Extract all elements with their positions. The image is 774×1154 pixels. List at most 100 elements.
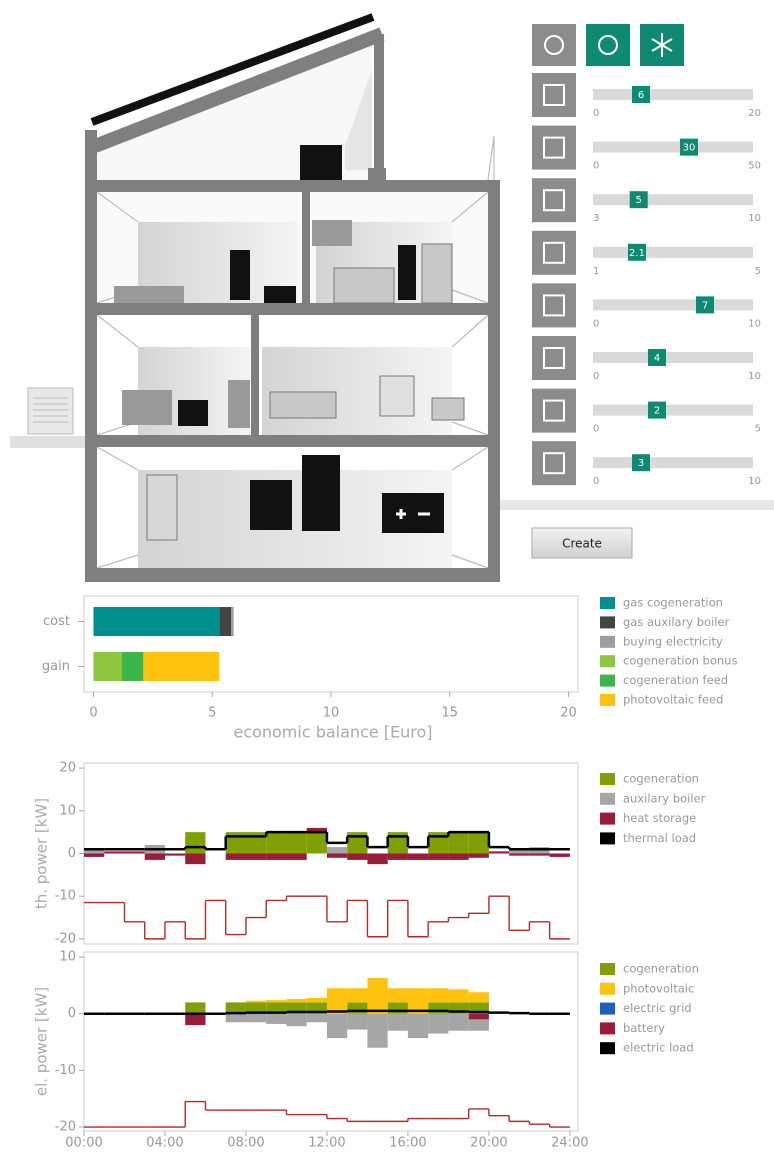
- x-tick-label: 16:00: [389, 1136, 426, 1151]
- y-tick-label: 0: [68, 846, 76, 861]
- legend-label: gas cogeneration: [623, 596, 723, 610]
- x-tick-label: 00:00: [65, 1136, 102, 1151]
- bar: [286, 832, 307, 854]
- slider-min: 1: [593, 266, 599, 277]
- slider-icon: [532, 336, 576, 380]
- legend-swatch: [600, 1042, 615, 1055]
- bar: [367, 853, 388, 865]
- bar: [286, 999, 307, 1003]
- slider-handle[interactable]: [628, 243, 646, 261]
- bar-segment: [93, 652, 122, 681]
- slider-value: 2: [654, 406, 660, 417]
- bar: [448, 1013, 469, 1031]
- slider-handle[interactable]: [696, 296, 714, 314]
- bar: [428, 1002, 449, 1014]
- slider-track[interactable]: [593, 299, 753, 311]
- slider-track[interactable]: [593, 457, 753, 469]
- attic-wall: [345, 70, 372, 170]
- mode-icon: [598, 35, 618, 55]
- bar: [185, 1002, 206, 1014]
- bar-segment: [122, 652, 144, 681]
- legend-label: heat storage: [623, 811, 696, 825]
- bar-segment: [231, 607, 234, 636]
- slider-icon: [532, 73, 576, 117]
- create-button[interactable]: [531, 527, 633, 559]
- mode-buttons: [532, 24, 684, 66]
- slider-track[interactable]: [593, 194, 753, 206]
- stove-heater: [228, 380, 250, 428]
- slider-icon: [532, 388, 576, 433]
- mode-button[interactable]: [532, 24, 576, 66]
- legend-swatch: [600, 616, 615, 629]
- x-axis-label: economic balance [Euro]: [233, 723, 432, 742]
- battery-signs: [396, 509, 430, 519]
- bar: [245, 1000, 267, 1003]
- legend-label: cogeneration feed: [623, 673, 728, 687]
- slider-value: 4: [654, 353, 660, 364]
- slider-track[interactable]: [593, 404, 753, 416]
- slider-handle[interactable]: [680, 138, 698, 156]
- partition: [251, 315, 259, 435]
- slider-track[interactable]: [593, 246, 753, 258]
- bar: [266, 853, 287, 860]
- bar: [286, 1002, 307, 1014]
- legend-swatch: [600, 674, 615, 687]
- x-tick-label: 15: [441, 706, 458, 721]
- bar: [367, 978, 388, 1014]
- bar: [347, 988, 368, 1003]
- slider-handle[interactable]: [632, 86, 650, 103]
- solar-panel: [90, 13, 375, 126]
- bar: [266, 832, 287, 854]
- bar: [286, 1013, 307, 1027]
- slider-handle[interactable]: [632, 454, 650, 472]
- bar: [448, 989, 469, 1003]
- bar: [549, 853, 570, 857]
- legend-label: electric load: [623, 1041, 694, 1055]
- x-tick-label: 20: [560, 706, 577, 721]
- bar: [407, 988, 429, 1014]
- x-tick-label: 10: [323, 706, 340, 721]
- bar: [306, 1013, 327, 1023]
- bar: [164, 853, 186, 856]
- bar: [306, 1002, 327, 1014]
- slider-handle[interactable]: [648, 349, 666, 366]
- slider-icon-glyph: [543, 84, 565, 106]
- roof-post: [374, 34, 384, 180]
- bar: [225, 1002, 246, 1014]
- slider-value: 6: [638, 90, 644, 101]
- mode-button[interactable]: [586, 24, 630, 66]
- legend-swatch: [600, 655, 615, 668]
- bar: [387, 1002, 408, 1014]
- bar: [468, 1002, 489, 1014]
- slider-max: 10: [748, 371, 761, 382]
- bar: [245, 1002, 267, 1014]
- y-tick-label: 20: [59, 761, 76, 776]
- slider-handle[interactable]: [629, 191, 648, 209]
- bar: [326, 988, 348, 1014]
- bar: [266, 1013, 287, 1024]
- slider-icon: [532, 125, 576, 170]
- y-tick-label: -20: [55, 1120, 76, 1135]
- legend-label: photovoltaic feed: [623, 693, 723, 707]
- y-tick-label: gain: [42, 659, 70, 674]
- slider-max: 20: [748, 108, 761, 119]
- y-axis-label: th. power [kW]: [33, 798, 51, 909]
- legend-swatch: [600, 963, 615, 975]
- legend-swatch: [600, 1002, 615, 1015]
- slider-handle[interactable]: [648, 401, 666, 419]
- x-tick-label: 0: [89, 706, 97, 721]
- slider-track[interactable]: [593, 141, 753, 153]
- bar-segment: [93, 607, 220, 636]
- bar: [509, 849, 530, 854]
- cupboard: [312, 220, 352, 246]
- slider-track[interactable]: [593, 352, 753, 363]
- bar: [448, 1002, 469, 1014]
- bar: [326, 853, 348, 858]
- legend-label: buying electricity: [623, 634, 723, 648]
- slider-track[interactable]: [593, 89, 753, 100]
- bar: [266, 1002, 287, 1014]
- slider-icon-glyph: [543, 136, 565, 159]
- toilet: [431, 397, 465, 421]
- legend-label: cogeneration: [623, 772, 699, 786]
